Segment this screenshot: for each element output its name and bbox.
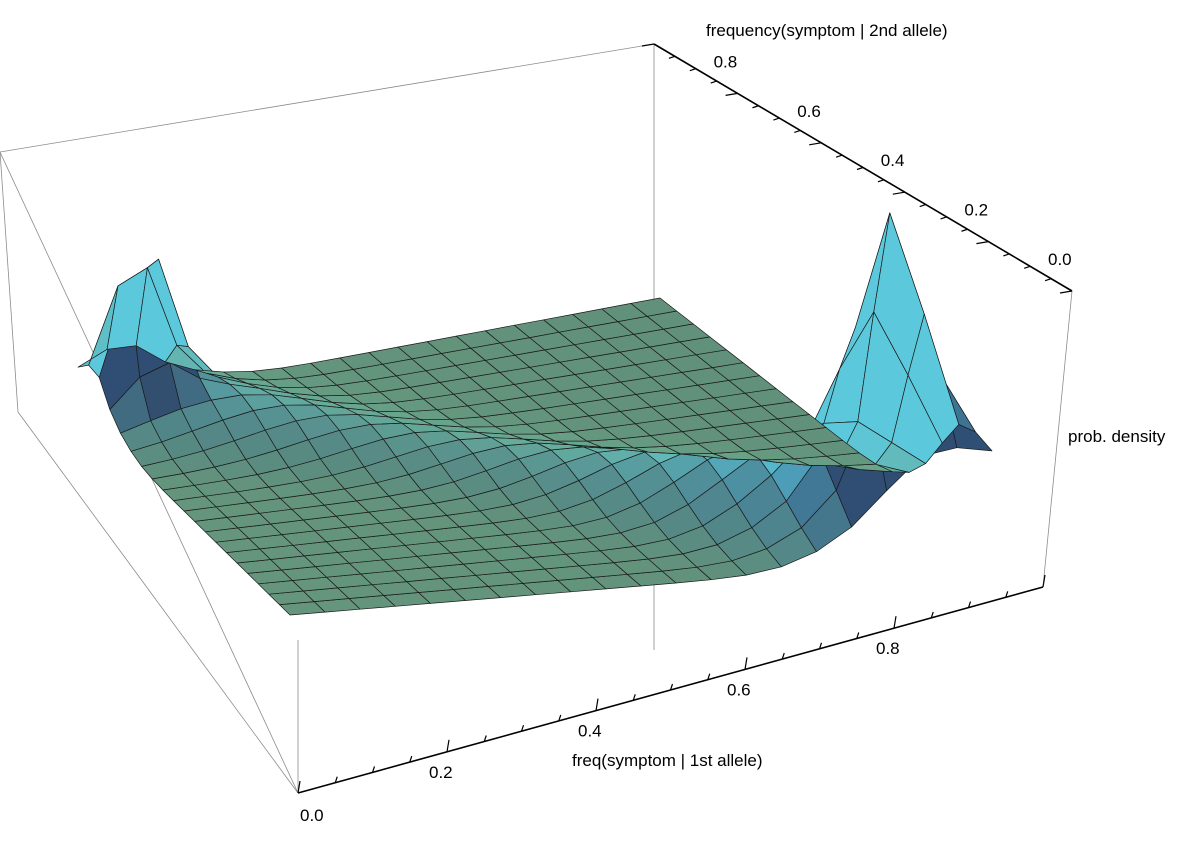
box-edge-back-0 (0, 43, 655, 153)
density-surface (77, 212, 993, 616)
y-tick (1024, 265, 1031, 269)
y-tick (752, 105, 759, 109)
x-tick (595, 698, 599, 711)
x-axis-label: freq(symptom | 1st allele) (572, 751, 763, 770)
y-tick (1003, 253, 1010, 257)
x-tick (632, 694, 636, 701)
x-tick-label: 0.2 (429, 763, 453, 782)
x-tick (669, 683, 674, 691)
y-tick (773, 117, 780, 121)
x-tick (483, 735, 487, 742)
x-tick-label: 0.6 (727, 680, 751, 699)
y-tick (809, 142, 822, 146)
y-tick (1044, 278, 1052, 282)
x-tick-label: 0.4 (578, 722, 602, 741)
x-tick (893, 616, 897, 629)
y-tick (668, 55, 676, 59)
y-tick-label: 0.6 (797, 102, 821, 121)
x-tick (856, 632, 860, 639)
x-tick-label: 0.0 (300, 806, 324, 825)
y-tick-label: 0.4 (881, 151, 905, 170)
y-tick (919, 203, 926, 208)
axes: 0.0 0.2 0.4 0.6 0.8 0.0 0.2 0.4 0.6 0.8 (297, 43, 1073, 825)
y-tick-label: 0.0 (1048, 250, 1072, 269)
y-tick (961, 228, 968, 232)
x-tick (371, 766, 376, 773)
x-tick-label: 0.8 (876, 639, 900, 658)
y-tick (710, 80, 717, 84)
y-tick (835, 154, 843, 158)
x-tick (334, 776, 338, 783)
x-tick (930, 611, 934, 619)
y-tick (856, 166, 864, 171)
x-tick (446, 739, 450, 752)
y-tick (976, 241, 989, 245)
x-tick (1042, 574, 1046, 588)
z-axis-label: prob. density (1068, 427, 1166, 446)
y-tick (689, 68, 696, 72)
y-tick (794, 129, 801, 134)
x-tick (818, 642, 823, 649)
y-tick (1059, 290, 1073, 294)
x-tick (707, 673, 711, 680)
y-tick (940, 216, 947, 220)
box-edge-back-3 (17, 411, 299, 794)
surface-patch (630, 297, 677, 317)
x-tick (1005, 591, 1009, 598)
y-tick-label: 0.2 (964, 201, 988, 220)
x-tick (558, 714, 562, 722)
x-tick (781, 652, 785, 660)
x-tick (744, 657, 748, 670)
y-tick (877, 179, 885, 183)
x-tick (297, 780, 301, 794)
box-edge-back-1 (0, 151, 19, 413)
box-edge-front-1 (1042, 290, 1073, 588)
x-tick (520, 725, 525, 732)
x-tick (409, 755, 413, 763)
x-tick (967, 601, 972, 608)
y-tick-label: 0.8 (714, 52, 738, 71)
y-tick (725, 92, 738, 96)
y-tick (641, 43, 655, 47)
y-tick (892, 191, 905, 195)
y-axis-label: frequency(symptom | 2nd allele) (706, 21, 948, 40)
